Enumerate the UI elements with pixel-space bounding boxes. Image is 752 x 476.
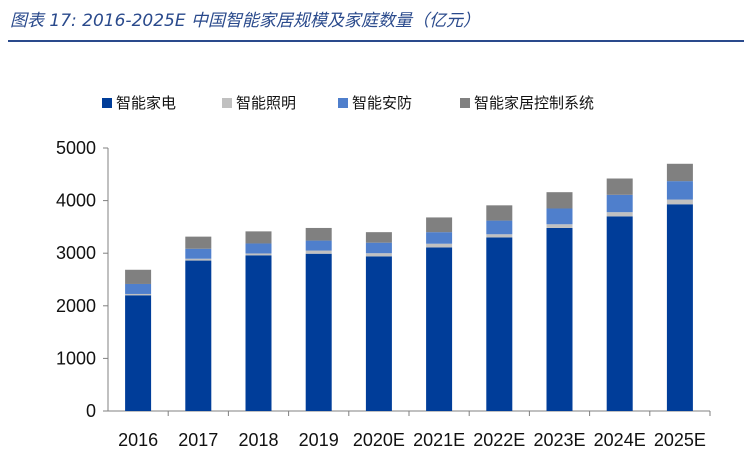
bar-segment xyxy=(426,232,453,244)
bar-segment xyxy=(125,293,152,296)
bar-segment xyxy=(125,295,152,411)
bar-segment xyxy=(245,243,272,254)
bar-segment xyxy=(486,205,513,221)
bar-segment xyxy=(305,240,332,251)
x-tick-label: 2018 xyxy=(238,430,278,450)
y-tick-label: 1000 xyxy=(56,348,96,368)
bar-segment xyxy=(486,234,513,238)
bar-segment xyxy=(365,256,392,411)
bar-segment xyxy=(426,247,453,411)
bar-segment xyxy=(666,163,693,182)
bar-segment xyxy=(245,255,272,411)
bar-segment xyxy=(546,192,573,209)
bar-segment xyxy=(125,269,152,284)
y-tick-label: 3000 xyxy=(56,243,96,263)
bar-segment xyxy=(185,258,212,261)
bar-segment xyxy=(185,260,212,411)
x-tick-label: 2017 xyxy=(178,430,218,450)
bar-segment xyxy=(606,178,633,195)
x-tick-label: 2016 xyxy=(118,430,158,450)
x-tick-label: 2022E xyxy=(473,430,525,450)
bar-segment xyxy=(666,204,693,411)
bar-segment xyxy=(305,253,332,411)
x-tick-label: 2023E xyxy=(533,430,585,450)
x-tick-label: 2025E xyxy=(654,430,706,450)
bar-segment xyxy=(606,216,633,411)
bar-segment xyxy=(546,208,573,225)
title-underline xyxy=(8,40,744,42)
bar-segment xyxy=(365,253,392,257)
legend-swatch xyxy=(338,98,348,108)
legend-swatch xyxy=(102,98,112,108)
x-tick-label: 2021E xyxy=(413,430,465,450)
bar-segment xyxy=(365,242,392,254)
legend-label: 智能安防 xyxy=(352,94,412,112)
y-tick-label: 2000 xyxy=(56,296,96,316)
legend-label: 智能照明 xyxy=(236,94,296,112)
bar-segment xyxy=(305,250,332,254)
bar-segment xyxy=(666,181,693,200)
legend-label: 智能家居控制系统 xyxy=(474,94,594,112)
bar-segment xyxy=(245,231,272,244)
bar-segment xyxy=(365,232,392,243)
legend-label: 智能家电 xyxy=(116,94,176,112)
bar-segment xyxy=(185,236,212,249)
bar-segment xyxy=(486,237,513,411)
x-tick-label: 2019 xyxy=(299,430,339,450)
y-tick-label: 0 xyxy=(86,401,96,421)
bar-segment xyxy=(125,283,152,294)
y-tick-label: 4000 xyxy=(56,191,96,211)
bar-segment xyxy=(185,248,212,259)
bar-segment xyxy=(546,224,573,228)
bar-segment xyxy=(546,227,573,411)
legend-swatch xyxy=(222,98,232,108)
bar-segment xyxy=(606,212,633,217)
bar-segment xyxy=(486,220,513,235)
y-tick-label: 5000 xyxy=(56,138,96,158)
x-tick-label: 2024E xyxy=(594,430,646,450)
bar-segment xyxy=(426,243,453,248)
bar-segment xyxy=(606,194,633,213)
bar-segment xyxy=(426,217,453,233)
bar-segment xyxy=(305,227,332,241)
x-tick-label: 2020E xyxy=(353,430,405,450)
chart-title: 图表 17: 2016-2025E 中国智能家居规模及家庭数量（亿元） xyxy=(10,11,480,31)
legend-swatch xyxy=(460,98,470,108)
bar-segment xyxy=(666,199,693,205)
bar-segment xyxy=(245,253,272,256)
